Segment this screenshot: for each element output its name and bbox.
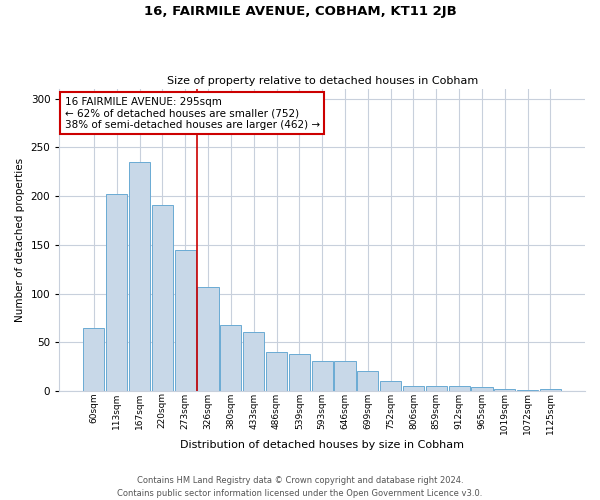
Bar — [494, 389, 515, 391]
Bar — [197, 286, 218, 391]
Bar — [472, 387, 493, 391]
Bar — [152, 205, 173, 391]
Bar — [426, 386, 447, 391]
Bar — [449, 386, 470, 391]
Title: Size of property relative to detached houses in Cobham: Size of property relative to detached ho… — [167, 76, 478, 86]
Bar — [380, 381, 401, 391]
Bar — [175, 250, 196, 391]
Bar — [106, 194, 127, 391]
Y-axis label: Number of detached properties: Number of detached properties — [15, 158, 25, 322]
Bar — [403, 386, 424, 391]
Bar — [540, 389, 561, 391]
Bar — [83, 328, 104, 391]
Text: 16 FAIRMILE AVENUE: 295sqm
← 62% of detached houses are smaller (752)
38% of sem: 16 FAIRMILE AVENUE: 295sqm ← 62% of deta… — [65, 96, 320, 130]
Bar — [289, 354, 310, 391]
Bar — [334, 360, 356, 391]
Bar — [129, 162, 150, 391]
Bar — [311, 360, 333, 391]
Text: 16, FAIRMILE AVENUE, COBHAM, KT11 2JB: 16, FAIRMILE AVENUE, COBHAM, KT11 2JB — [143, 5, 457, 18]
Bar — [266, 352, 287, 391]
Bar — [517, 390, 538, 391]
Bar — [220, 324, 241, 391]
Text: Contains HM Land Registry data © Crown copyright and database right 2024.
Contai: Contains HM Land Registry data © Crown c… — [118, 476, 482, 498]
X-axis label: Distribution of detached houses by size in Cobham: Distribution of detached houses by size … — [180, 440, 464, 450]
Bar — [243, 332, 264, 391]
Bar — [357, 372, 379, 391]
